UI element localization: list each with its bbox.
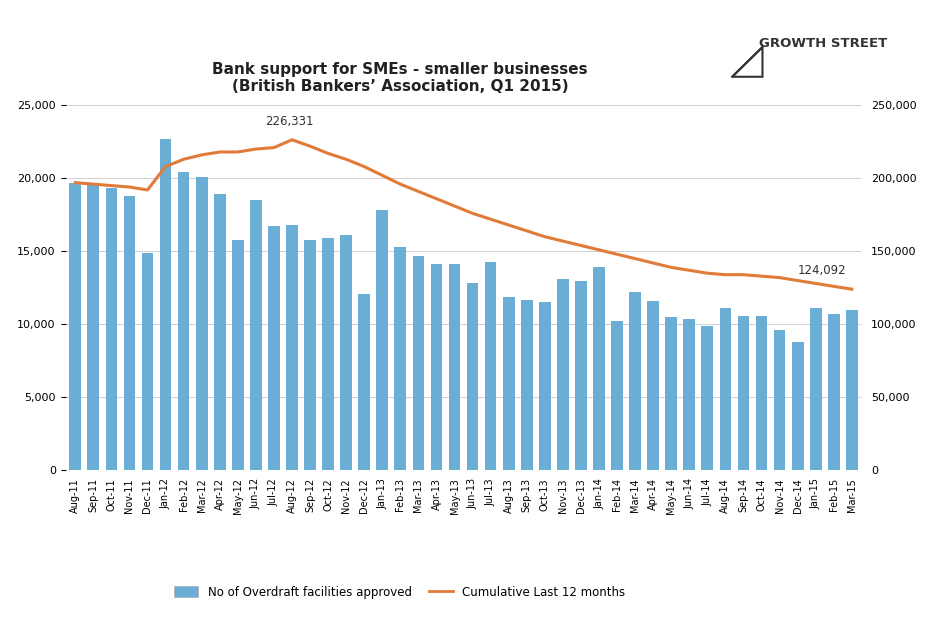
Bar [214,194,225,470]
Bar [521,300,533,470]
Bar [268,227,280,470]
Bar [503,297,515,470]
Bar [412,256,424,470]
Bar [341,235,352,470]
Bar [430,264,443,470]
Bar [702,326,713,470]
Text: GROWTH STREET: GROWTH STREET [759,37,887,50]
Bar [611,321,622,470]
Legend: No of Overdraft facilities approved, Cumulative Last 12 months: No of Overdraft facilities approved, Cum… [169,581,630,604]
Bar [196,177,207,470]
Bar [828,314,840,470]
Bar [160,139,171,470]
Bar [846,310,858,470]
Bar [323,238,334,470]
Bar [394,247,406,470]
Bar [720,308,731,470]
Bar [683,319,695,470]
Bar [305,240,316,470]
Bar [286,225,298,470]
Bar [593,267,604,470]
Text: 226,331: 226,331 [265,115,313,128]
Bar [142,253,153,470]
Bar [69,183,81,470]
Bar [647,301,659,470]
Bar [792,342,803,470]
Bar [756,316,767,470]
Bar [575,280,587,470]
Bar [178,173,189,470]
Title: Bank support for SMEs - smaller businesses
(British Bankers’ Association, Q1 201: Bank support for SMEs - smaller business… [212,62,587,94]
Bar [250,200,262,470]
Bar [774,330,785,470]
Bar [232,240,244,470]
Bar [810,308,821,470]
Bar [665,317,677,470]
Bar [539,303,551,470]
Bar [377,210,388,470]
Bar [466,284,479,470]
Bar [557,279,569,470]
Bar [87,183,99,470]
Bar [738,316,749,470]
Bar [106,189,117,470]
Bar [359,293,370,470]
Text: 124,092: 124,092 [797,264,847,277]
Bar [448,264,461,470]
Bar [484,262,497,470]
Bar [124,196,135,470]
Bar [629,292,641,470]
